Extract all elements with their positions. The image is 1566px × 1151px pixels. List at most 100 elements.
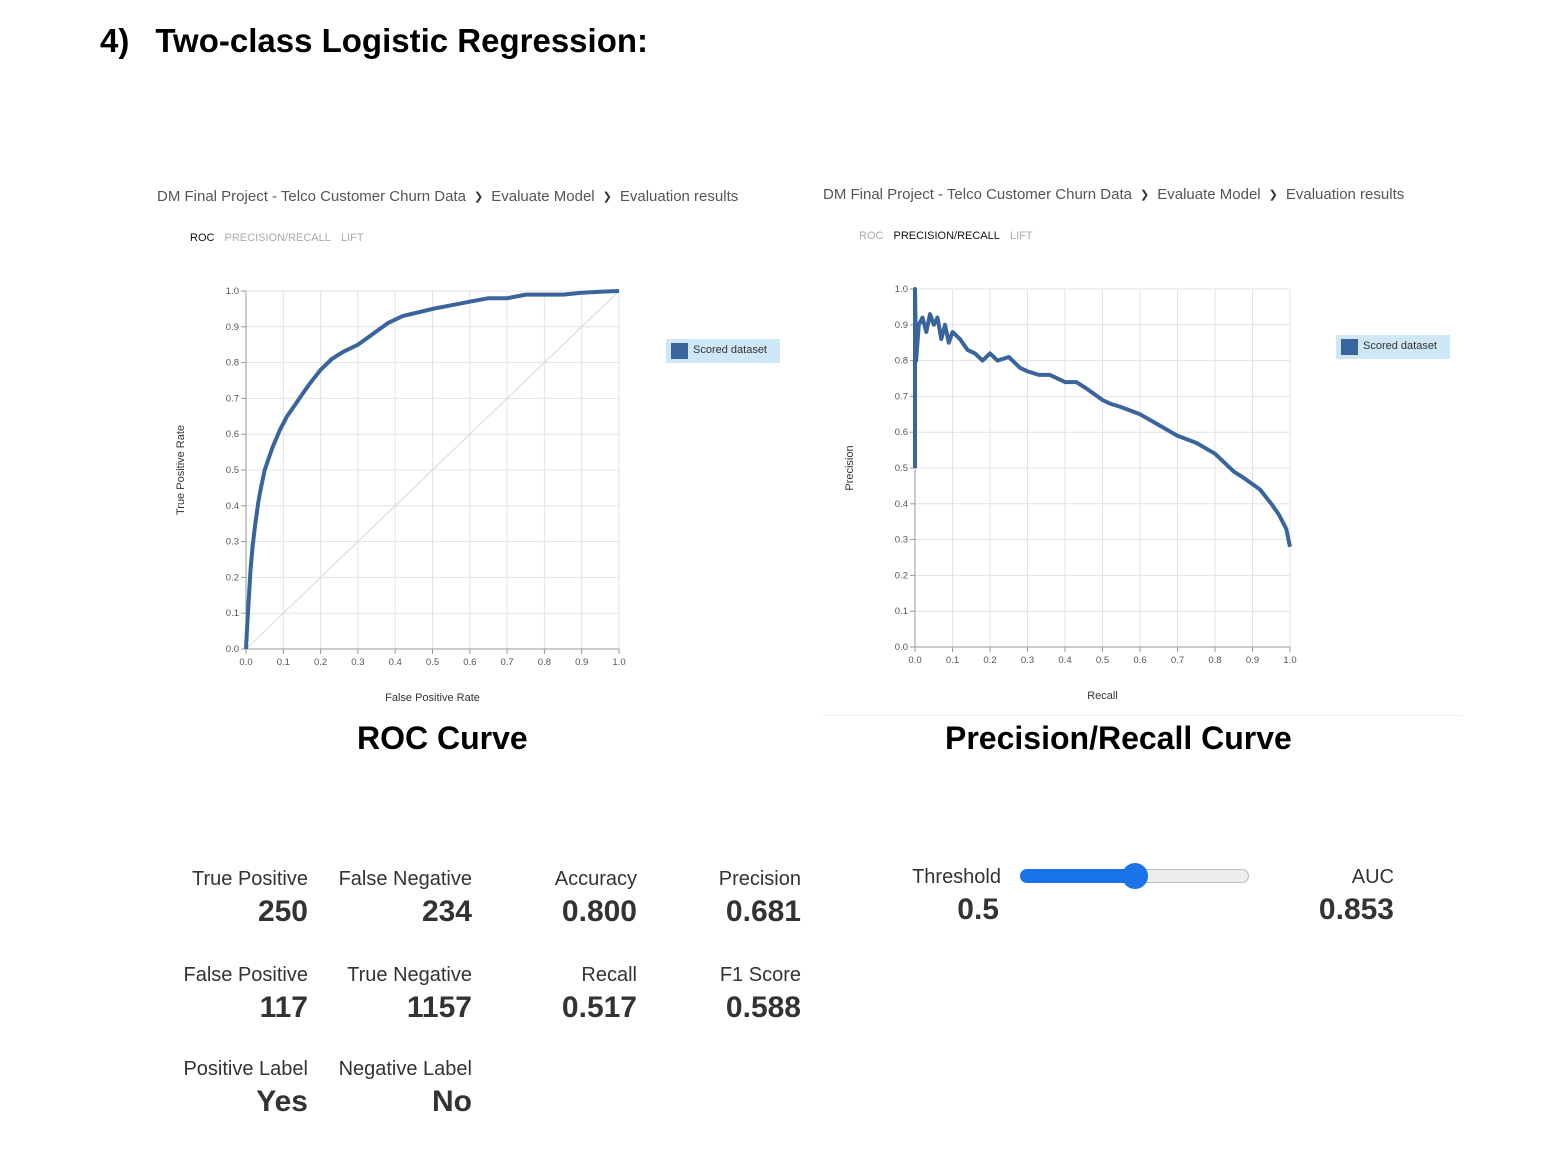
x-tick-label: 0.7: [1171, 655, 1184, 666]
metric-threshold: Threshold 0.5: [912, 866, 1001, 927]
x-tick-label: 0.4: [1058, 655, 1071, 666]
metric-true-positive: True Positive 250: [192, 868, 308, 929]
x-tick-label: 0.0: [239, 657, 252, 668]
x-tick-label: 0.3: [1021, 655, 1034, 666]
metric-value: No: [432, 1085, 472, 1118]
roc-chart: 0.00.0 0.1 0.1 0.2 0.2 0.3 0.3 0.4 0.4 0.5 0.5 0.6 0…: [175, 286, 626, 704]
y-tick-label: 0.7: [226, 393, 239, 404]
metric-precision: Precision 0.681: [719, 868, 801, 929]
breadcrumb: DM Final Project - Telco Customer Churn …: [823, 186, 1404, 203]
legend-label: Scored dataset: [1363, 340, 1437, 352]
metric-positive-label: Positive Label Yes: [183, 1058, 308, 1119]
page-heading: 4) Two-class Logistic Regression:: [100, 22, 648, 60]
tab-roc[interactable]: ROC: [190, 232, 215, 244]
x-tick-label: 0.6: [463, 657, 476, 668]
y-tick-label: 0.7: [895, 391, 908, 402]
metric-value: 0.681: [725, 895, 801, 928]
metric-value: 234: [421, 895, 472, 928]
y-tick-label: 1.0: [895, 284, 908, 295]
series-line-scored-dataset: [244, 289, 620, 650]
x-tick-label: 0.8: [538, 657, 551, 668]
slider-thumb[interactable]: [1121, 863, 1148, 889]
pr-chart: 0.00.0 0.1 0.1 0.2 0.2 0.3 0.3 0.4 0.4 0.5 0.5 0.6 0…: [844, 284, 1297, 702]
y-tick-label: 0.3: [226, 537, 239, 548]
y-tick-label: 1.0: [226, 286, 239, 297]
x-tick-label: 0.4: [389, 657, 402, 668]
chart-tabs: ROC PRECISION/RECALL LIFT: [859, 230, 1040, 242]
metric-false-positive: False Positive 117: [184, 964, 309, 1025]
y-tick-label: 0.5: [226, 465, 239, 476]
chevron-right-icon: ❯: [1140, 189, 1150, 201]
tab-precision-recall[interactable]: PRECISION/RECALL: [224, 232, 331, 244]
y-tick-label: 0.2: [895, 570, 908, 581]
diagonal-reference-line: [245, 290, 620, 650]
metric-label: False Positive: [183, 964, 309, 986]
x-tick-label: 0.2: [983, 655, 996, 666]
breadcrumb-item-project[interactable]: DM Final Project - Telco Customer Churn …: [823, 186, 1132, 203]
x-tick-label: 1.0: [612, 657, 625, 668]
metric-true-negative: True Negative 1157: [347, 964, 472, 1025]
metric-value: 0.5: [957, 893, 999, 926]
x-tick-label: 0.5: [426, 657, 439, 668]
heading-number: 4): [100, 22, 130, 59]
metric-label: F1 Score: [719, 964, 801, 986]
heading-title: Two-class Logistic Regression:: [155, 22, 649, 59]
metric-value: 117: [259, 991, 308, 1024]
metric-label: Threshold: [912, 866, 1001, 888]
y-axis-label: Precision: [844, 445, 856, 490]
chevron-right-icon: ❯: [474, 191, 484, 203]
tab-lift[interactable]: LIFT: [1009, 230, 1033, 242]
legend[interactable]: Scored dataset: [666, 339, 780, 363]
y-tick-label: 0.1: [226, 608, 239, 619]
metric-label: True Negative: [347, 964, 472, 986]
metric-label: False Negative: [338, 868, 472, 890]
y-tick-label: 0.8: [895, 356, 908, 367]
breadcrumb-item-module[interactable]: Evaluate Model: [1157, 186, 1261, 203]
breadcrumb: DM Final Project - Telco Customer Churn …: [157, 188, 738, 205]
metric-label: True Positive: [192, 868, 308, 890]
metric-value: 0.800: [561, 895, 637, 928]
y-tick-label: 0.0: [226, 644, 239, 655]
metric-value: 0.853: [1318, 893, 1394, 926]
metric-value: 250: [257, 895, 308, 928]
chart-tabs: ROC PRECISION/RECALL LIFT: [190, 232, 371, 244]
series-line-scored-dataset: [913, 287, 1292, 548]
legend-swatch: [671, 343, 688, 359]
metric-f1-score: F1 Score 0.588: [720, 964, 801, 1025]
tab-precision-recall[interactable]: PRECISION/RECALL: [893, 230, 1000, 242]
tab-roc[interactable]: ROC: [859, 230, 884, 242]
threshold-slider[interactable]: [1020, 863, 1249, 889]
x-tick-label: 0.7: [500, 657, 513, 668]
x-axis-label: Recall: [1087, 690, 1118, 702]
metric-auc: AUC 0.853: [1319, 866, 1394, 927]
breadcrumb-item-results: Evaluation results: [1285, 186, 1405, 203]
breadcrumb-item-project[interactable]: DM Final Project - Telco Customer Churn …: [157, 188, 466, 205]
y-tick-label: 0.4: [895, 499, 908, 510]
metric-label: Positive Label: [183, 1058, 308, 1080]
y-axis-label: True Positive Rate: [175, 425, 187, 515]
legend[interactable]: Scored dataset: [1336, 335, 1450, 359]
breadcrumb-item-module[interactable]: Evaluate Model: [491, 188, 595, 205]
x-axis-label: False Positive Rate: [385, 692, 480, 704]
y-tick-label: 0.6: [226, 429, 239, 440]
metric-value: 0.588: [725, 991, 801, 1024]
x-tick-label: 0.9: [1246, 655, 1259, 666]
chevron-right-icon: ❯: [1268, 189, 1278, 201]
pr-panel: DM Final Project - Telco Customer Churn …: [823, 180, 1463, 716]
metric-label: Precision: [718, 868, 801, 890]
roc-panel: DM Final Project - Telco Customer Churn …: [157, 182, 797, 712]
metric-recall: Recall 0.517: [562, 964, 637, 1025]
roc-caption: ROC Curve: [357, 720, 528, 756]
x-tick-label: 0.6: [1133, 655, 1146, 666]
y-tick-label: 0.6: [895, 427, 908, 438]
y-tick-label: 0.1: [895, 606, 908, 617]
x-tick-label: 1.0: [1283, 655, 1296, 666]
y-tick-label: 0.8: [226, 358, 239, 369]
x-tick-label: 0.3: [351, 657, 364, 668]
metric-value: 0.517: [561, 991, 637, 1024]
tab-lift[interactable]: LIFT: [340, 232, 364, 244]
y-tick-label: 0.5: [895, 463, 908, 474]
metric-value: 1157: [406, 991, 472, 1024]
x-tick-label: 0.2: [314, 657, 327, 668]
metric-negative-label: Negative Label No: [339, 1058, 472, 1119]
